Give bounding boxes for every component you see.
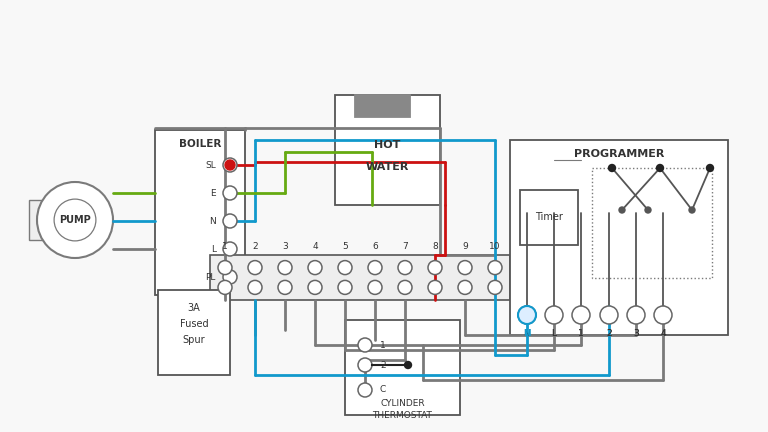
Bar	[510, 140, 728, 335]
Bar	[520, 190, 578, 245]
Circle shape	[358, 358, 372, 372]
Text: 1: 1	[222, 242, 228, 251]
Text: PUMP: PUMP	[59, 215, 91, 225]
Circle shape	[218, 260, 232, 275]
Text: 1: 1	[578, 329, 584, 338]
Text: CYLINDER: CYLINDER	[380, 398, 425, 407]
Text: N: N	[524, 329, 531, 338]
Bar	[335, 95, 440, 205]
Bar	[158, 290, 230, 375]
Circle shape	[518, 306, 536, 324]
Text: 4: 4	[660, 329, 666, 338]
Text: 10: 10	[489, 242, 501, 251]
Bar	[345, 320, 460, 415]
Circle shape	[223, 214, 237, 228]
Text: 1: 1	[380, 340, 386, 349]
Circle shape	[338, 260, 352, 275]
Text: 3: 3	[633, 329, 639, 338]
Circle shape	[368, 260, 382, 275]
Circle shape	[358, 338, 372, 352]
Circle shape	[458, 260, 472, 275]
Circle shape	[308, 280, 322, 294]
Text: 2: 2	[380, 360, 386, 369]
Circle shape	[223, 186, 237, 200]
Circle shape	[428, 280, 442, 294]
Text: HOT: HOT	[374, 140, 401, 149]
Circle shape	[358, 383, 372, 397]
Text: 2: 2	[606, 329, 612, 338]
Text: N: N	[209, 216, 216, 226]
Text: L: L	[551, 329, 557, 338]
Text: PL: PL	[206, 273, 216, 282]
Circle shape	[398, 260, 412, 275]
Circle shape	[707, 165, 713, 172]
Circle shape	[545, 306, 563, 324]
Bar	[592, 168, 712, 278]
Text: 7: 7	[402, 242, 408, 251]
Text: 2: 2	[606, 329, 612, 338]
Text: Timer: Timer	[535, 213, 563, 222]
Text: BOILER: BOILER	[179, 139, 221, 149]
Text: 4: 4	[660, 329, 666, 338]
Circle shape	[398, 280, 412, 294]
Text: L: L	[211, 245, 216, 254]
Text: 6: 6	[372, 242, 378, 251]
Circle shape	[368, 280, 382, 294]
Text: N: N	[523, 329, 531, 338]
Circle shape	[223, 242, 237, 256]
Text: 5: 5	[342, 242, 348, 251]
Circle shape	[223, 158, 237, 172]
Circle shape	[308, 260, 322, 275]
Text: 3: 3	[282, 242, 288, 251]
Circle shape	[689, 207, 695, 213]
Circle shape	[278, 260, 292, 275]
Text: L: L	[551, 329, 557, 338]
Text: PROGRAMMER: PROGRAMMER	[574, 149, 664, 159]
Circle shape	[248, 280, 262, 294]
Text: Spur: Spur	[183, 335, 205, 345]
Circle shape	[405, 362, 412, 368]
Circle shape	[619, 207, 625, 213]
Text: 3A: 3A	[187, 303, 200, 313]
Text: 9: 9	[462, 242, 468, 251]
Circle shape	[428, 260, 442, 275]
Text: 1: 1	[578, 329, 584, 338]
Circle shape	[278, 280, 292, 294]
Circle shape	[458, 280, 472, 294]
Text: WATER: WATER	[366, 162, 409, 172]
Circle shape	[600, 306, 618, 324]
Circle shape	[338, 280, 352, 294]
Text: SL: SL	[205, 161, 216, 169]
Text: Fused: Fused	[180, 319, 208, 329]
Circle shape	[657, 165, 664, 172]
Circle shape	[654, 306, 672, 324]
Bar	[355, 95, 410, 117]
Circle shape	[218, 280, 232, 294]
Circle shape	[518, 306, 536, 324]
Circle shape	[37, 182, 113, 258]
Text: C: C	[380, 385, 386, 394]
Text: 8: 8	[432, 242, 438, 251]
Bar	[29, 200, 45, 240]
Text: 3: 3	[633, 329, 639, 338]
Circle shape	[225, 160, 235, 170]
Circle shape	[572, 306, 590, 324]
Circle shape	[488, 280, 502, 294]
Text: E: E	[210, 188, 216, 197]
Circle shape	[488, 260, 502, 275]
Text: THERMOSTAT: THERMOSTAT	[372, 412, 432, 420]
Circle shape	[627, 306, 645, 324]
Circle shape	[223, 270, 237, 284]
Circle shape	[645, 207, 651, 213]
Text: 2: 2	[252, 242, 258, 251]
Bar	[210, 255, 510, 300]
Bar	[155, 130, 245, 295]
Circle shape	[248, 260, 262, 275]
Text: 4: 4	[312, 242, 318, 251]
Circle shape	[608, 165, 615, 172]
